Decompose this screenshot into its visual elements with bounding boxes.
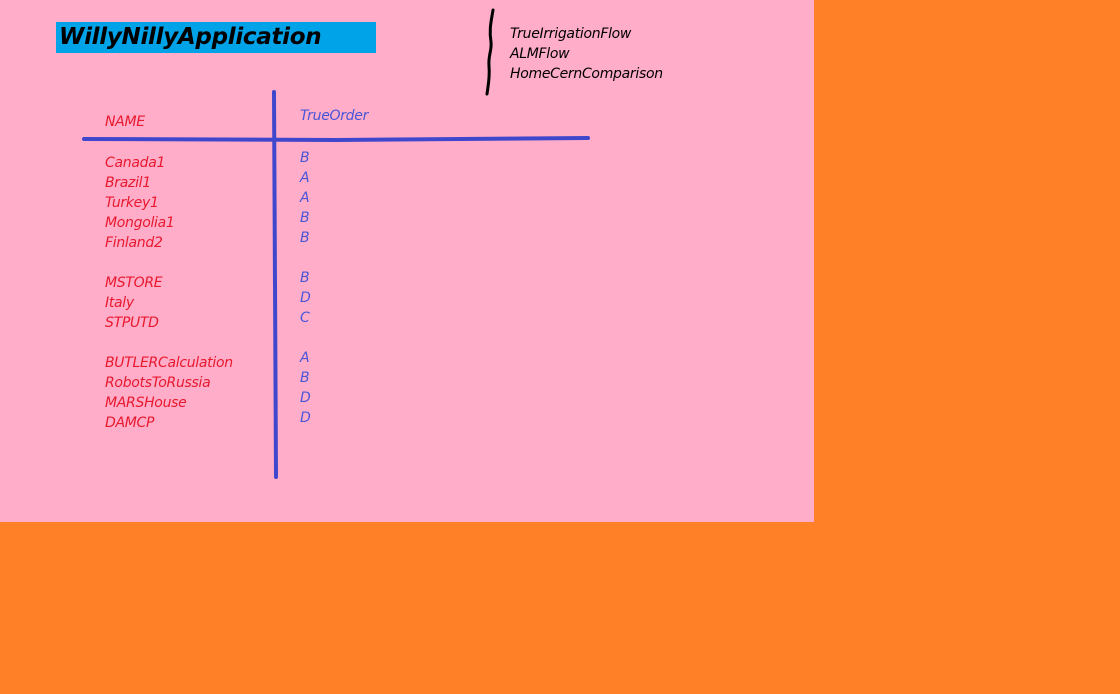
- title-bar: WillyNillyApplication: [56, 22, 376, 53]
- name-cell: MSTORE: [105, 275, 163, 291]
- group-spacer: [105, 253, 233, 273]
- name-cell: RobotsToRussia: [105, 375, 211, 391]
- app-title: WillyNillyApplication: [59, 24, 322, 50]
- name-cell: Italy: [105, 295, 134, 311]
- order-cell: B: [300, 230, 310, 246]
- name-column-header: NAME: [105, 114, 145, 130]
- order-cell: A: [300, 190, 310, 206]
- name-cell: BUTLERCalculation: [105, 355, 233, 371]
- name-cell: Mongolia1: [105, 215, 175, 231]
- name-cell: Canada1: [105, 155, 166, 171]
- group-spacer: [300, 328, 310, 348]
- order-cell: D: [300, 410, 311, 426]
- true-order-column-header: TrueOrder: [300, 108, 369, 124]
- order-cell: B: [300, 370, 310, 386]
- flow-menu: TrueIrrigationFlow ALMFlow HomeCernCompa…: [510, 24, 663, 84]
- order-cell: B: [300, 150, 310, 166]
- name-cell: DAMCP: [105, 415, 155, 431]
- order-cell: B: [300, 270, 310, 286]
- order-cell: A: [300, 170, 310, 186]
- order-cell: C: [300, 310, 310, 326]
- order-cell: A: [300, 350, 310, 366]
- menu-item-true-irrigation-flow[interactable]: TrueIrrigationFlow: [510, 26, 632, 42]
- name-cell: STPUTD: [105, 315, 159, 331]
- menu-brace-line: [485, 8, 495, 96]
- true-order-column: B A A B B B D C A B D D: [300, 148, 311, 428]
- menu-item-home-cern-comparison[interactable]: HomeCernComparison: [510, 66, 663, 82]
- name-cell: Brazil1: [105, 175, 151, 191]
- order-cell: D: [300, 290, 311, 306]
- menu-item-alm-flow[interactable]: ALMFlow: [510, 46, 570, 62]
- app-canvas: WillyNillyApplication TrueIrrigationFlow…: [0, 0, 814, 522]
- group-spacer: [300, 248, 310, 268]
- group-spacer: [105, 333, 233, 353]
- name-cell: MARSHouse: [105, 395, 187, 411]
- name-cell: Finland2: [105, 235, 163, 251]
- name-cell: Turkey1: [105, 195, 159, 211]
- name-column: Canada1 Brazil1 Turkey1 Mongolia1 Finlan…: [105, 153, 233, 433]
- order-cell: D: [300, 390, 311, 406]
- order-cell: B: [300, 210, 310, 226]
- table-grid-lines: [82, 90, 590, 479]
